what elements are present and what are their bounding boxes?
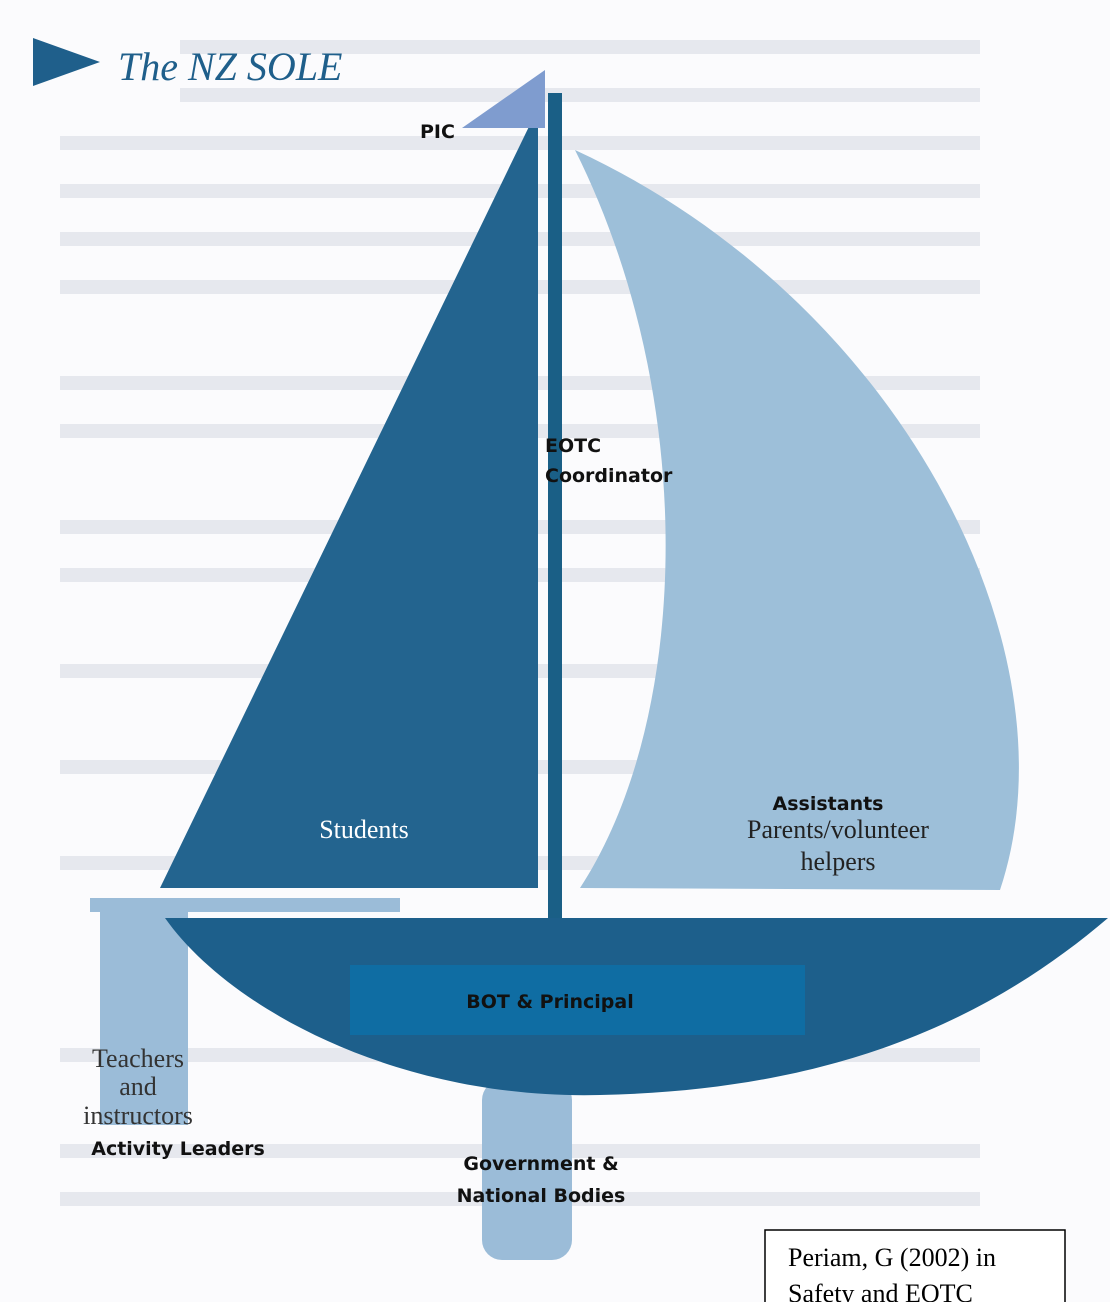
flag bbox=[462, 70, 545, 128]
right-sail-heading: Assistants bbox=[773, 793, 884, 815]
citation-box bbox=[764, 1229, 1066, 1302]
rudder bbox=[100, 900, 188, 1125]
flag-label: PIC bbox=[420, 121, 455, 143]
citation: Periam, G (2002) in bbox=[788, 1243, 996, 1272]
keel bbox=[482, 1080, 572, 1260]
keel-label: National Bodies bbox=[457, 1185, 626, 1207]
right-sail bbox=[575, 150, 1019, 890]
boom-heading: Activity Leaders bbox=[91, 1138, 265, 1160]
citation: Safety and EOTC bbox=[788, 1279, 973, 1302]
boom-label: instructors bbox=[83, 1101, 193, 1130]
left-sail-label: Students bbox=[319, 815, 409, 844]
boom-label: Teachers bbox=[92, 1044, 184, 1073]
right-sail-label: Parents/volunteer bbox=[747, 815, 929, 844]
title: The NZ SOLE bbox=[118, 44, 343, 89]
right-sail-label: helpers bbox=[800, 847, 875, 876]
boom bbox=[90, 898, 400, 912]
mast-label: Coordinator bbox=[545, 465, 673, 487]
left-sail bbox=[160, 108, 538, 888]
hull-label: BOT & Principal bbox=[466, 991, 633, 1013]
boom-label: and bbox=[119, 1072, 157, 1101]
keel-label: Government & bbox=[463, 1153, 618, 1175]
hull-panel bbox=[350, 965, 805, 1035]
mast-label: EOTC bbox=[545, 435, 601, 457]
mast bbox=[548, 93, 562, 923]
title-marker bbox=[33, 38, 100, 86]
